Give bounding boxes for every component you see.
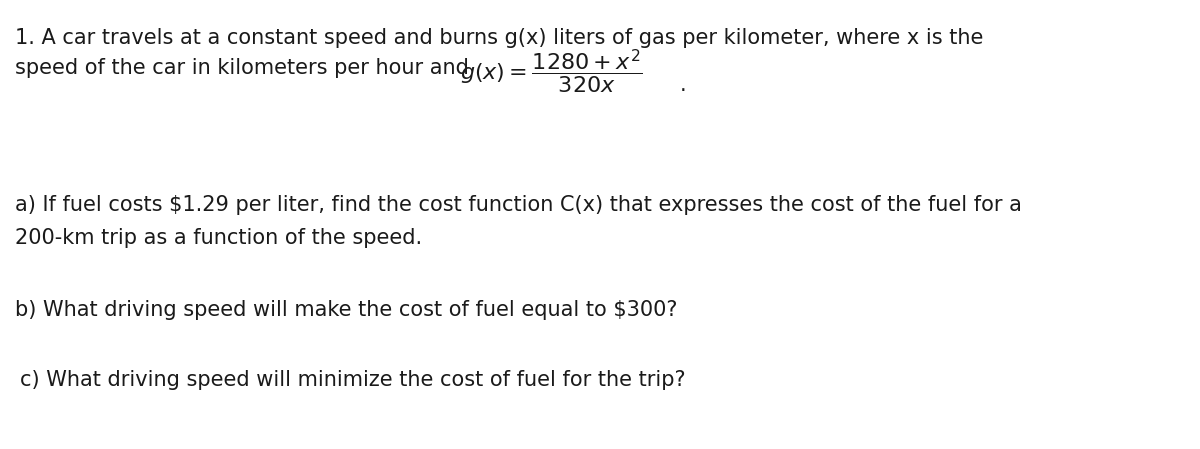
- Text: .: .: [680, 75, 686, 95]
- Text: $g(x) = \dfrac{1280 + x^2}{320x}$: $g(x) = \dfrac{1280 + x^2}{320x}$: [460, 48, 642, 96]
- Text: 200-km trip as a function of the speed.: 200-km trip as a function of the speed.: [14, 228, 422, 248]
- Text: a) If fuel costs $1.29 per liter, find the cost function C(x) that expresses the: a) If fuel costs $1.29 per liter, find t…: [14, 195, 1022, 215]
- Text: speed of the car in kilometers per hour and: speed of the car in kilometers per hour …: [14, 58, 469, 78]
- Text: b) What driving speed will make the cost of fuel equal to $300?: b) What driving speed will make the cost…: [14, 300, 678, 320]
- Text: 1. A car travels at a constant speed and burns g(x) liters of gas per kilometer,: 1. A car travels at a constant speed and…: [14, 28, 983, 48]
- Text: c) What driving speed will minimize the cost of fuel for the trip?: c) What driving speed will minimize the …: [20, 370, 685, 390]
